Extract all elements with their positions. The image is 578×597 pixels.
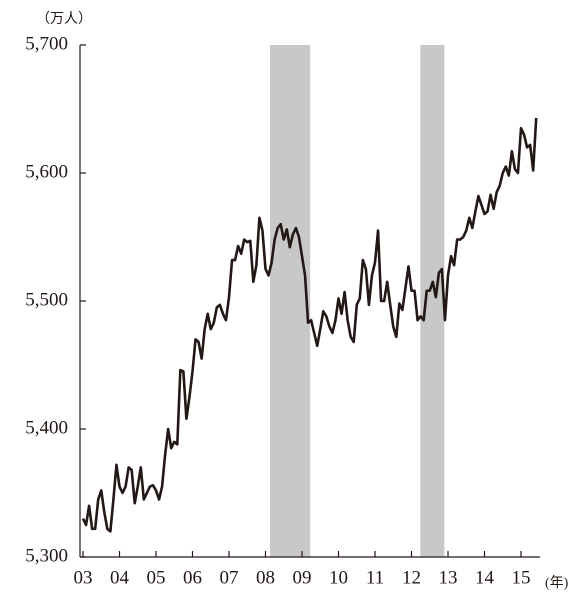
shaded-period bbox=[420, 45, 445, 557]
x-tick-label: 15 bbox=[512, 567, 531, 588]
y-tick-label: 5,600 bbox=[25, 161, 68, 182]
y-tick-label: 5,400 bbox=[25, 417, 68, 438]
x-tick-label: 08 bbox=[256, 567, 275, 588]
x-tick-label: 07 bbox=[220, 567, 239, 588]
y-tick-label: 5,300 bbox=[25, 545, 68, 566]
x-tick-label: 10 bbox=[329, 567, 348, 588]
data-line bbox=[81, 117, 538, 533]
y-tick-label: 5,500 bbox=[25, 289, 68, 310]
x-tick-label: 06 bbox=[183, 567, 202, 588]
shaded-period bbox=[270, 45, 311, 557]
x-tick-label: 14 bbox=[475, 567, 495, 588]
x-tick-label: 12 bbox=[402, 567, 421, 588]
y-tick-label: 5,700 bbox=[25, 33, 68, 54]
x-tick-label: 05 bbox=[147, 567, 166, 588]
x-tick-label: 13 bbox=[439, 567, 458, 588]
x-tick-label: 11 bbox=[366, 567, 384, 588]
x-tick-label: 09 bbox=[293, 567, 312, 588]
x-tick-label: 04 bbox=[110, 567, 130, 588]
x-tick-label: 03 bbox=[74, 567, 93, 588]
x-unit: (年) bbox=[545, 575, 569, 591]
y-unit: （万人） bbox=[36, 11, 92, 27]
